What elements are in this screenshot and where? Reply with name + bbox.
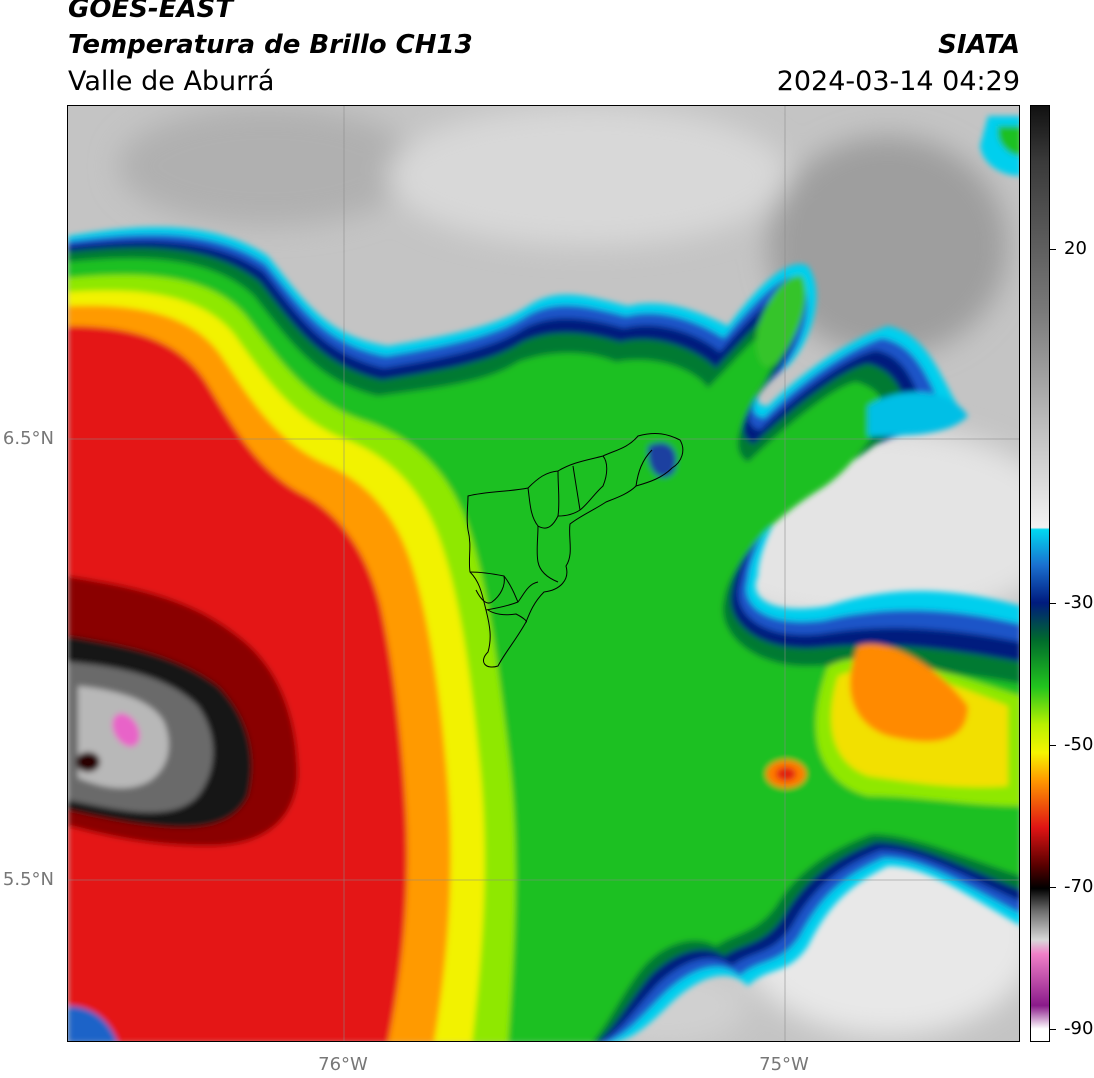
colorbar-label-20: 20 xyxy=(1064,238,1087,259)
colorbar-tick-minus70 xyxy=(1050,887,1056,888)
title-satellite: GOES-EAST xyxy=(68,0,234,24)
satellite-map[interactable] xyxy=(67,105,1020,1042)
colorbar-tick-minus30 xyxy=(1050,603,1056,604)
contour-blue-south xyxy=(68,1006,118,1041)
colorbar-label-minus50: -50 xyxy=(1064,734,1094,755)
contour-dark-spot xyxy=(76,752,100,772)
colorbar xyxy=(1030,105,1050,1042)
colorbar-gradient xyxy=(1031,106,1049,1041)
boundary-4 xyxy=(536,525,559,583)
colorbar-label-minus30: -30 xyxy=(1064,592,1094,613)
boundary-1 xyxy=(527,470,560,529)
colorbar-tick-minus50 xyxy=(1050,745,1056,746)
boundary-8 xyxy=(487,609,527,623)
map-canvas xyxy=(68,106,1019,1041)
colorbar-tick-minus90 xyxy=(1050,1029,1056,1030)
boundary-7 xyxy=(475,575,505,604)
title-institution: SIATA xyxy=(938,30,1020,60)
contour-navy-patch xyxy=(647,442,677,478)
contour-orange-east xyxy=(849,644,968,742)
title-region: Valle de Aburrá xyxy=(68,66,275,97)
title-datetime: 2024-03-14 04:29 xyxy=(776,66,1020,97)
colorbar-label-minus70: -70 xyxy=(1064,876,1094,897)
boundary-2 xyxy=(557,455,608,517)
lat-label-6.5: 6.5°N xyxy=(2,428,54,449)
cloud-shield xyxy=(68,116,1019,1041)
boundary-3 xyxy=(572,465,581,511)
lat-label-5.5: 5.5°N xyxy=(2,869,54,890)
lon-label-76: 76°W xyxy=(318,1054,368,1075)
boundary-9 xyxy=(635,449,653,487)
contour-red-spot xyxy=(776,767,796,781)
title-product: Temperatura de Brillo CH13 xyxy=(68,30,473,60)
contour-green-north-east xyxy=(998,126,1019,156)
colorbar-label-minus90: -90 xyxy=(1064,1018,1094,1039)
municipal-boundaries xyxy=(466,432,684,668)
contour-cyan-patch-east xyxy=(868,392,968,436)
contour-green-patch xyxy=(756,275,806,368)
colorbar-tick-20 xyxy=(1050,249,1056,250)
graticule xyxy=(68,106,1019,1041)
lon-label-75: 75°W xyxy=(759,1054,809,1075)
contour-pink xyxy=(112,713,140,747)
